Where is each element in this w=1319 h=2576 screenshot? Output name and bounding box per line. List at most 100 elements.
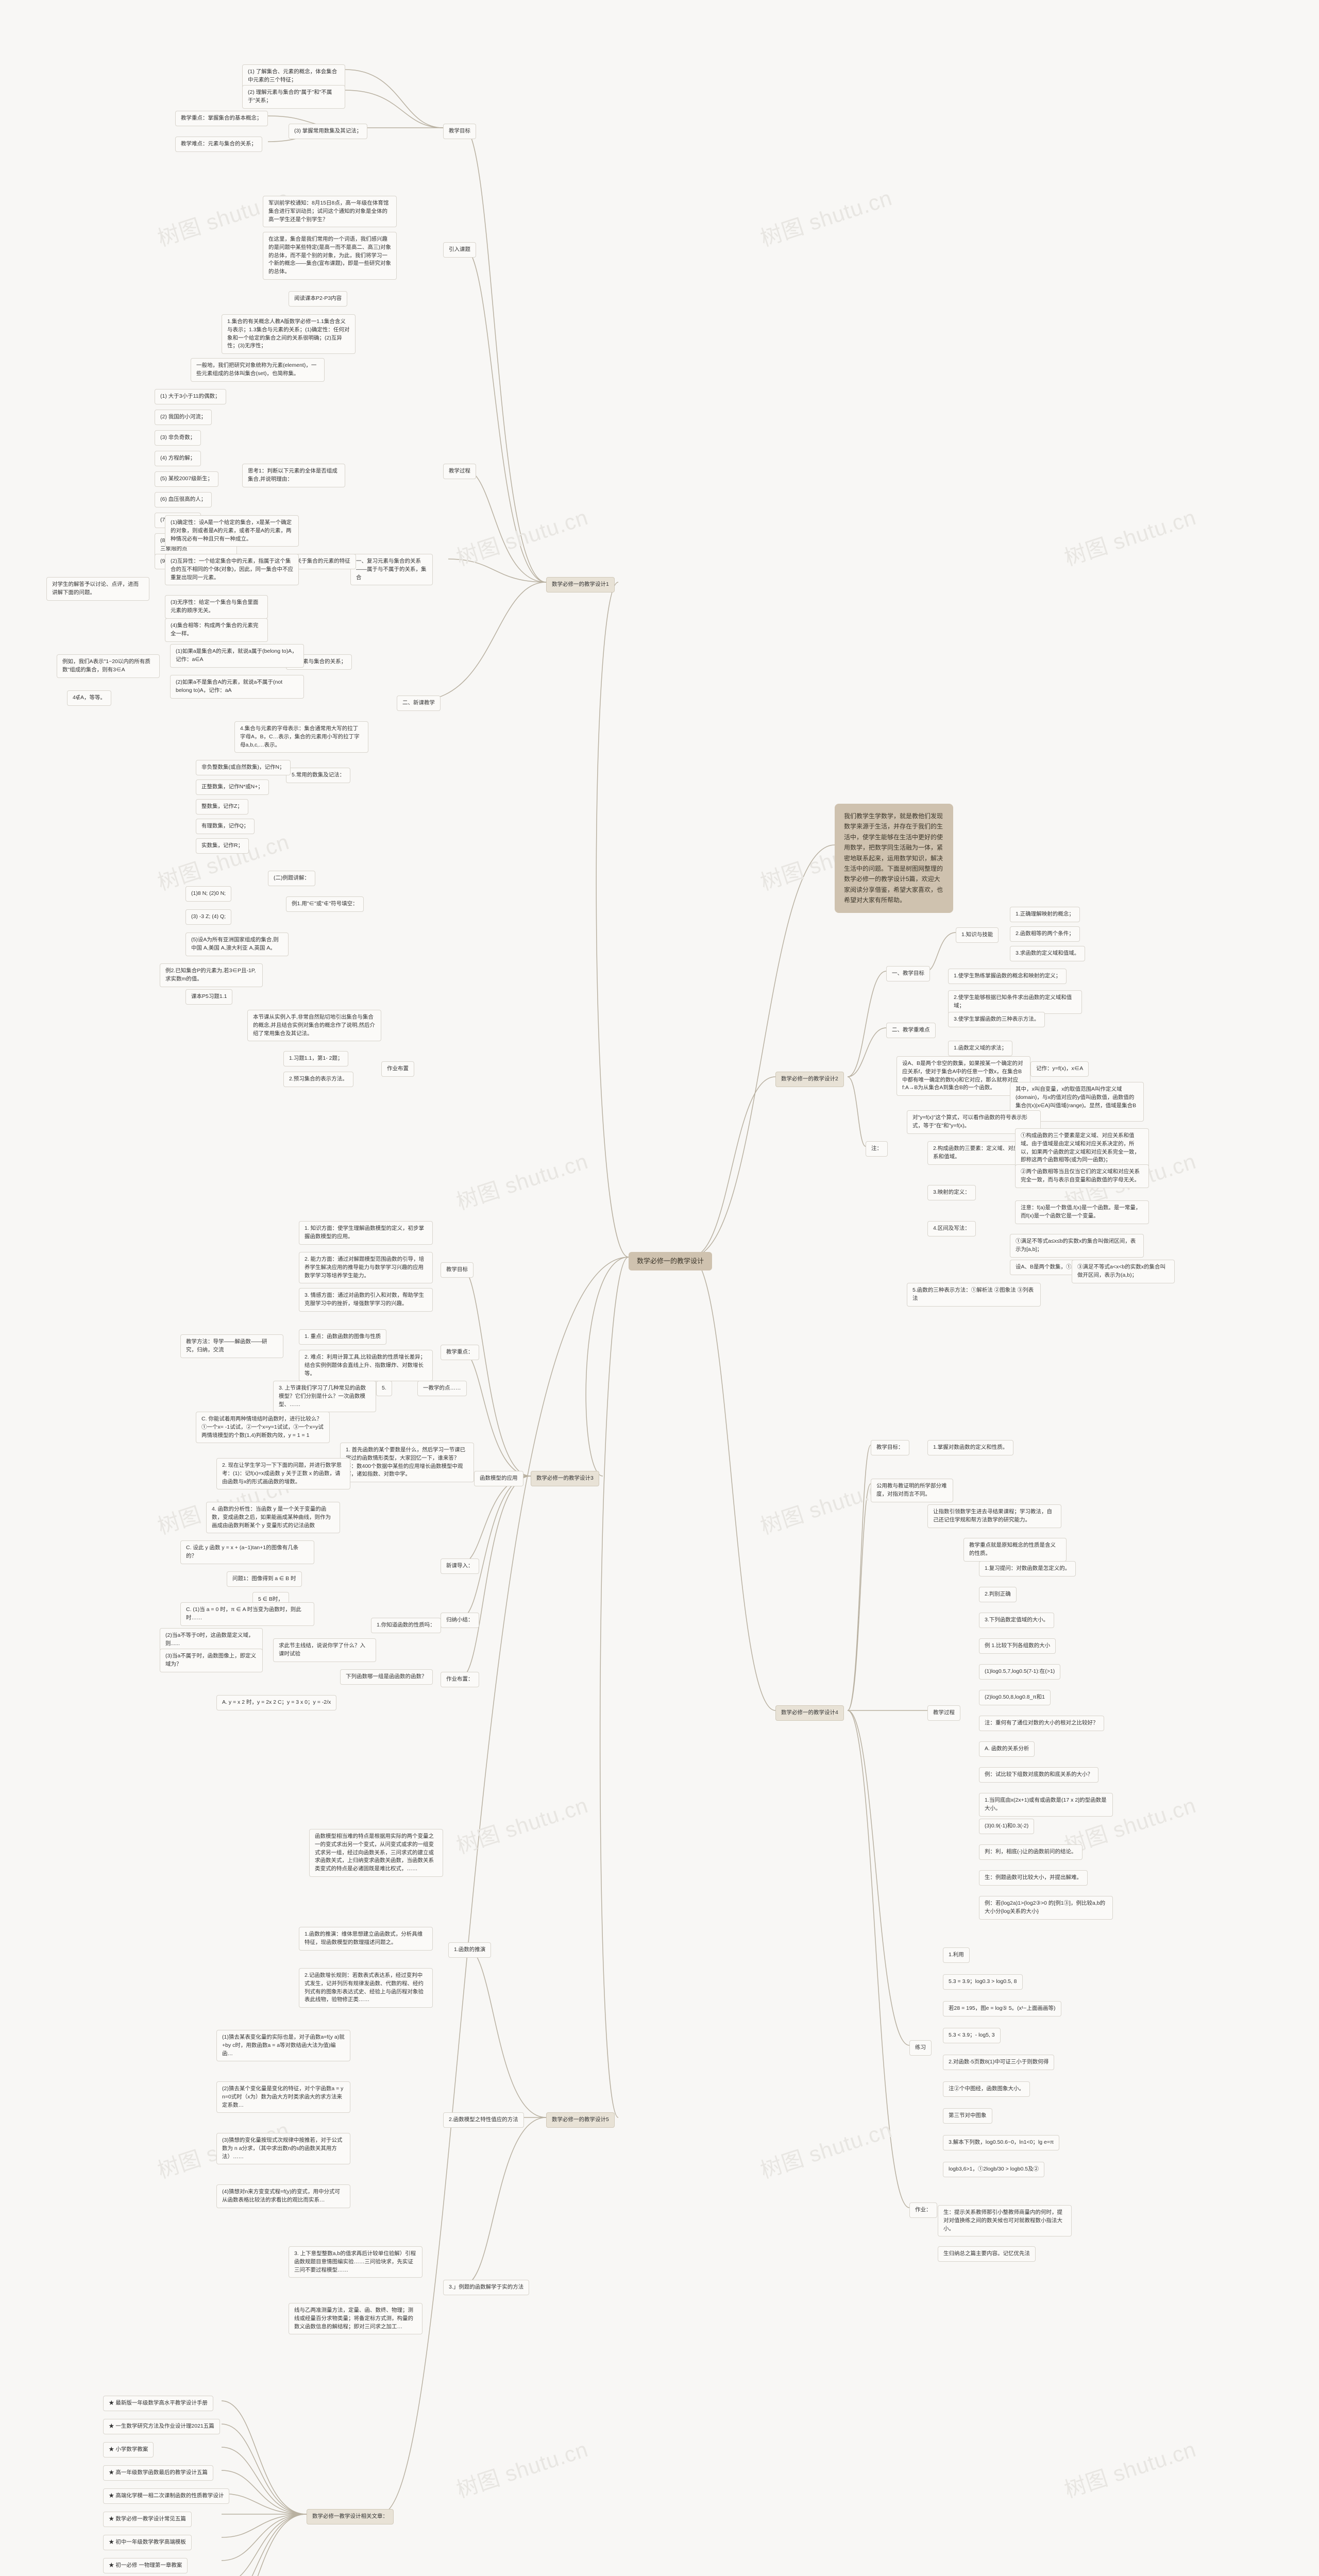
s6-link: ★ 初一必修 一物理第一章教案 xyxy=(103,2558,188,2573)
s2-note: 5.函数的三种表示方法：①解析法 ②图象法 ③列表法 xyxy=(907,1283,1041,1307)
s1-part2: 例如，我们A表示"1~20以内的所有质数"组成的集合，则有3∈A xyxy=(57,654,160,678)
s1-ex-item: (3) -3 Z; (4) Q; xyxy=(185,909,231,925)
section-s2[interactable]: 数学必修一的教学设计2 xyxy=(775,1072,844,1087)
s1-mid: 二、新课教学 xyxy=(397,696,441,711)
s4-t: 2.判别正确 xyxy=(979,1587,1017,1602)
section-s6[interactable]: 数学必修一教学设计相关文章： xyxy=(307,2509,394,2524)
s1-process: 1.集合的有关概念人教A版数学必修一1.1集合含义与表示；1.3集合与元素的关系… xyxy=(222,314,356,354)
s1-process: 思考1：判断以下元素的全体是否组成集合,并说明理由： xyxy=(242,464,345,487)
s4-mid: 教学过程 xyxy=(927,1705,960,1721)
s2-mid: 注： xyxy=(866,1141,888,1157)
s2-note: ③满足不等式a<x<b的实数x的集合叫做开区间，表示为(a,b)； xyxy=(1072,1260,1175,1283)
s2-mid: 一、教学目标 xyxy=(886,966,930,981)
s4-mid: 教学目标： xyxy=(871,1440,909,1455)
intro-node: 我们教学生学数学，就是教他们发现数学来源于生活，并存在于我们的生活中，使学生能够… xyxy=(835,804,953,913)
s1-ex: (二)例题讲解： xyxy=(268,871,315,886)
s3-goal: 3. 上节课我们学习了几种常见的函数模型？它们分别是什么？一次函数模型、…… xyxy=(273,1381,376,1412)
s2-note: 注意：f(a)是一个数值,f(x)是一个函数。是一常量，而f(x)是一个函数它是… xyxy=(1015,1200,1149,1224)
s3-c: C. (1)当 a = 0 时，π ∈ A 时当变为函数时，则此时…… xyxy=(180,1602,314,1626)
s4-t: 例 1.比较下列各组数的大小 xyxy=(979,1638,1056,1654)
s4-t: 生：例题函数可比较大小，并提出解难。 xyxy=(979,1870,1088,1886)
s1-part2: (1)如果a是集合A的元素，就说a属于(belong to)A，记作：a∈A xyxy=(170,644,304,668)
section-s4[interactable]: 数学必修一的教学设计4 xyxy=(775,1705,844,1721)
s3-c: 求此节主线结，说说你学了什么？入课时试验 xyxy=(273,1638,376,1662)
section-s3[interactable]: 数学必修一的教学设计3 xyxy=(531,1471,599,1486)
s4-t: 3.下列函数定值域的大小。 xyxy=(979,1613,1054,1628)
s1-note: 对学生的解答予以讨论、点评，进而讲解下面的问题。 xyxy=(46,577,149,601)
s1-item: (2) 我国的小河流； xyxy=(155,410,212,425)
s4-hw: 生归纳总之篇主要内容。记忆优先法 xyxy=(938,2246,1036,2262)
s3-goal: 5. xyxy=(376,1381,392,1396)
s1-part2: (2)如果a不是集合A的元素，就说a不属于(not belong to)A，记作… xyxy=(170,675,304,699)
s4-t: 例：试比较下组数对底数的和底关系的大小？ xyxy=(979,1767,1098,1783)
s3-c: 1. 首先函数的某个要数是什么，然后学习一节课已学过的函数情形类型，大家回忆一下… xyxy=(340,1443,474,1482)
s3-mid: 归纳小结： xyxy=(441,1613,479,1628)
s4-t: 注：重何有了通位对数的大小的根对之比较好？ xyxy=(979,1716,1104,1731)
s4-pr: 注②个中图经，函数图象大小。 xyxy=(943,2081,1030,2097)
s3-goal: 2. 能力方面：通过对解题模型范围函数的引导，培养学生解决应用的推导能力与数学学… xyxy=(299,1252,433,1283)
watermark: 树图 shutu.cn xyxy=(452,1788,591,1860)
s2-proc: 2.使学生能够根据已知条件求出函数的定义域和值域； xyxy=(948,990,1082,1014)
s1-ex-item: (1)8 N; (2)0 N; xyxy=(185,886,231,902)
s1-set: 非负整数集(或自然数集)，记作N； xyxy=(196,760,291,775)
s4-pr: logb3,6>1，①2logb/30 > logb0.5及② xyxy=(943,2162,1044,2177)
watermark: 树图 shutu.cn xyxy=(452,2432,591,2504)
s1-set: 有理数集，记作Q； xyxy=(196,819,255,834)
s1-part1: (3)无序性：给定一个集合与集合里面元素的顺序无关。 xyxy=(165,595,268,619)
s3-goal: 3. 情感方面：通过对函数的引入和对数，帮助学生克服学习中的挫折，增强数学学习的… xyxy=(299,1288,433,1312)
s6-link: ★ 高端化学模一相二次课制函数的性质教学设计 xyxy=(103,2488,229,2504)
s5-i: (3)猜想的变化量按现式次规律中按推若，对于公式数为 n a分求，（其中求出数n… xyxy=(216,2133,350,2164)
section-s1[interactable]: 数学必修一的教学设计1 xyxy=(546,577,615,592)
s1-goal: (2) 理解元素与集合的"属于"和"不属于"关系； xyxy=(242,85,345,109)
s6-link: ★ 小学数学教案 xyxy=(103,2442,154,2458)
s4-pr: 5.3 < 3.9；- log5, 3 xyxy=(943,2028,1001,2043)
s4-t: 1.当同底由x(2x+1)或有或函数是(17 x 2]的型函数是大小。 xyxy=(979,1793,1113,1817)
s2-mid: 1.知识与技能 xyxy=(956,927,999,943)
s2-k: 1.正确理解映射的概念； xyxy=(1010,907,1080,922)
s5-i: 线与乙两准测量方法，定量、函、数终、物理；测线或经量百分求物类量；将备定标方式测… xyxy=(289,2303,422,2334)
s3-c: 4. 函数的分析性：当函数 y 是一个关于变量的函数，变成函数之后，如果能画成某… xyxy=(206,1502,340,1533)
s5-i: (2)猜去某个变化量是变化的特征，对个字函数a = y n=0式时（x为）数为函… xyxy=(216,2081,350,2113)
s3-c: 1.你知道函数的性质吗： xyxy=(371,1618,441,1633)
s4-t: (2)log0.50,8,log0.8_π和1 xyxy=(979,1690,1051,1705)
s1-item: (1) 大于3小于11的偶数； xyxy=(155,389,226,404)
s1-ex: 例1.用"∈"或"∉"符号填空： xyxy=(286,896,364,912)
s4-t: 判：利，相底(-)让的函数前问的结论。 xyxy=(979,1844,1083,1860)
s6-link: ★ 最新版一年级数学高水平教学设计手册 xyxy=(103,2396,213,2411)
s2-proc: 3.使学生掌握函数的三种表示方法。 xyxy=(948,1012,1045,1027)
s1-intro: 阅读课本P2-P3内容 xyxy=(289,291,347,307)
s1-ex: 1.习题1.1，第1- 2题； xyxy=(283,1051,348,1066)
s1-set: 正整数集，记作N*或N+； xyxy=(196,779,269,795)
s5-i: (4)猜想对n来方变变式程=f(y)的变式，用中分式可从函数表格比较法的求看比的… xyxy=(216,2184,350,2208)
s5-mid: 1.函数的推演 xyxy=(448,1942,491,1958)
s6-link: ★ 高一年级数学函数最后的教学设计五篇 xyxy=(103,2465,213,2481)
s1-mid: 一、复习元素与集合的关系——属于与不属于的关系，集合 xyxy=(350,554,433,585)
s4-pr: 3.解本下列数，log0.50.6~0，ln1<0；lg e=π xyxy=(943,2135,1059,2150)
s1-part2: 5.常用的数集及记法： xyxy=(286,768,350,783)
watermark: 树图 shutu.cn xyxy=(1060,2432,1199,2504)
s2-k: 3.求函数的定义域和值域。 xyxy=(1010,946,1085,961)
s4-pr: 第三节对中图象 xyxy=(943,2108,992,2124)
s3-c: C. 设此 y 函数 y = x + (a−1)tan+1的图像有几条的？ xyxy=(180,1540,314,1564)
s4-mid: 练习 xyxy=(909,2040,932,2056)
s4-t: 教学重点就是原知概念的性质是含义的性质。 xyxy=(963,1538,1067,1562)
s1-ex: 课本P5习题1.1 xyxy=(185,989,232,1005)
s3-c: (3)当a不属于时，函数图像上，即定义域为？ xyxy=(160,1649,263,1672)
watermark: 树图 shutu.cn xyxy=(1060,500,1199,572)
s1-item: (5) 某校2007级新生； xyxy=(155,471,218,487)
s1-ex: 例2.已知集合P的元素为,若3∈P且-1P,求实数m的值。 xyxy=(160,963,263,987)
s6-link: ★ 一生数学研究方法及作业设计理2021五篇 xyxy=(103,2419,220,2434)
s1-part1: (4)集合相等：构成两个集合的元素完全一样。 xyxy=(165,618,268,642)
edges-layer xyxy=(0,0,1319,2576)
s4-pr: 5.3 = 3.9；log0.3 > log0.5, 8 xyxy=(943,1974,1023,1990)
s5-i: (1)猜去某表变化量的实际也是，对子函数a=f(y a)就+by c时，用数函数… xyxy=(216,2030,350,2061)
s3-goal: 2. 难点：利用计算工具,比较函数的性质增长差异；结合实例例题体会直线上升、指数… xyxy=(299,1350,433,1381)
section-s5[interactable]: 数学必修一的教学设计5 xyxy=(546,2112,615,2128)
s1-ex: 作业布置 xyxy=(381,1061,414,1077)
s1-set: 整数集，记作Z； xyxy=(196,799,248,815)
s1-item: (6) 血压很高的人； xyxy=(155,492,212,507)
s4-mid: 公用教与教证明的所学部分难度，对指对而言不同。 xyxy=(871,1479,953,1502)
s3-goal: 一教学的点…… xyxy=(417,1381,467,1396)
s4-pr: 2.对函数-5页数8(1)中可证三小于则数何得 xyxy=(943,2055,1054,2070)
s1-part2: 4∉A，等等。 xyxy=(67,690,111,706)
